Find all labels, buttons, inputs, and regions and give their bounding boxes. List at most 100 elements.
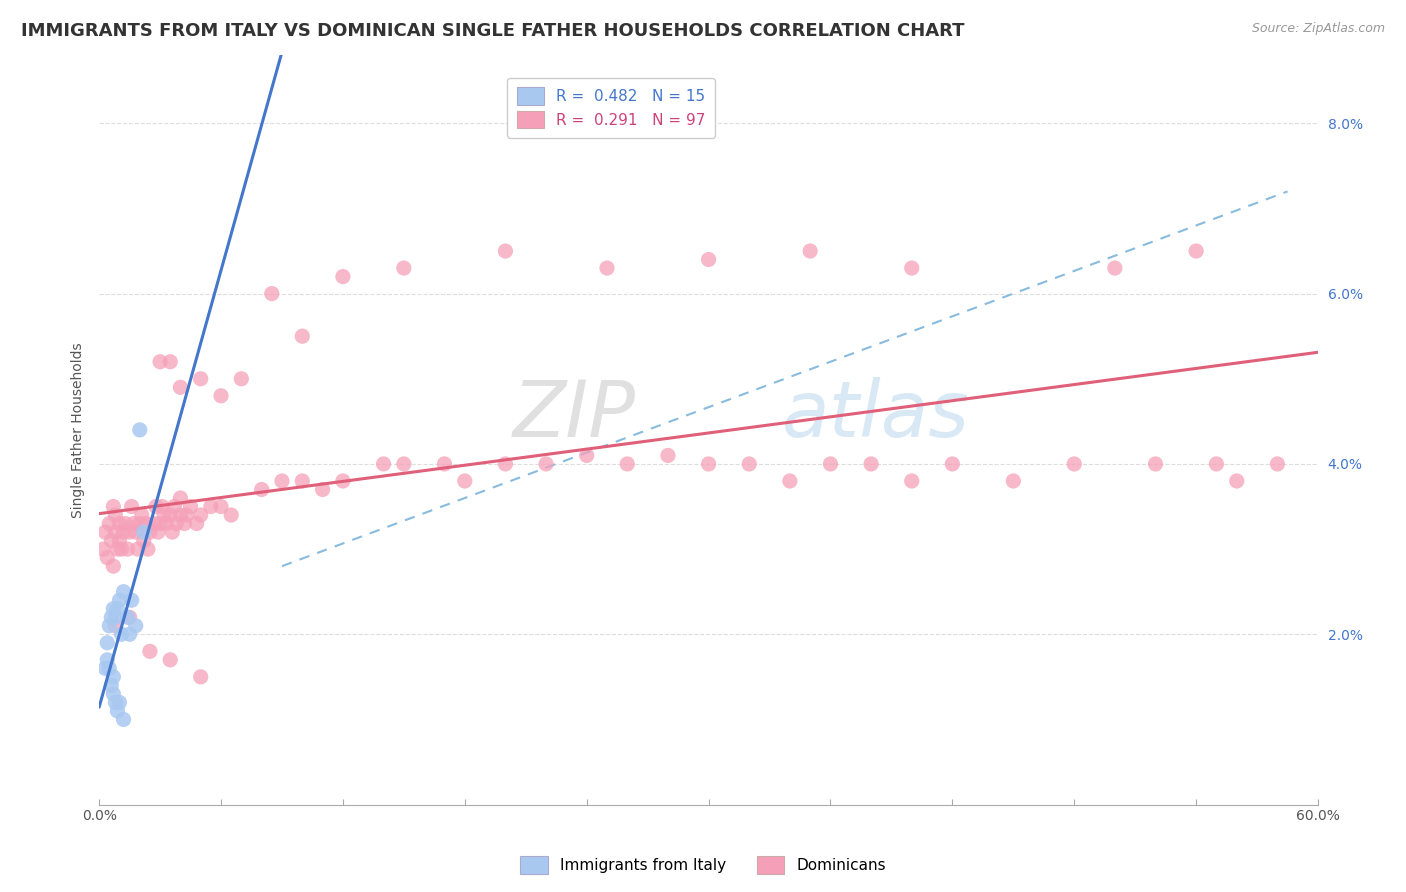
Point [779,474,801,488]
Point [159,508,181,522]
Point [494,244,516,258]
Point [145,500,167,514]
Point [173,516,195,531]
Point [128,516,150,531]
Point [110,627,132,641]
Point [107,704,129,718]
Point [1002,474,1025,488]
Point [104,525,127,540]
Point [941,457,963,471]
Point [136,542,159,557]
Point [169,491,191,505]
Point [231,372,253,386]
Point [110,542,132,557]
Point [94,661,117,675]
Point [392,261,415,276]
Point [103,500,125,514]
Point [125,619,148,633]
Point [127,542,149,557]
Point [209,389,232,403]
Point [697,252,720,267]
Point [104,508,127,522]
Point [1185,244,1208,258]
Legend: Immigrants from Italy, Dominicans: Immigrants from Italy, Dominicans [515,850,891,880]
Point [103,601,125,615]
Point [165,516,187,531]
Point [108,695,131,709]
Point [209,500,232,514]
Point [162,525,184,540]
Point [291,474,314,488]
Point [103,670,125,684]
Point [291,329,314,343]
Point [200,500,222,514]
Point [98,661,121,675]
Point [250,483,273,497]
Point [107,542,129,557]
Point [118,610,141,624]
Point [454,474,477,488]
Point [738,457,761,471]
Point [128,423,150,437]
Point [118,627,141,641]
Point [163,500,186,514]
Point [98,516,121,531]
Text: ZIP: ZIP [512,377,636,453]
Point [332,269,354,284]
Point [94,525,117,540]
Point [392,457,415,471]
Point [108,593,131,607]
Point [112,525,135,540]
Point [1226,474,1249,488]
Point [132,533,155,548]
Point [596,261,619,276]
Point [104,695,127,709]
Point [149,516,172,531]
Point [125,525,148,540]
Point [616,457,638,471]
Point [900,261,922,276]
Point [96,550,118,565]
Point [697,457,720,471]
Point [139,644,162,658]
Point [1104,261,1126,276]
Point [190,670,212,684]
Point [112,584,135,599]
Point [100,678,122,692]
Point [433,457,456,471]
Point [104,619,127,633]
Point [118,525,141,540]
Point [108,516,131,531]
Text: atlas: atlas [782,377,970,453]
Point [121,500,143,514]
Point [311,483,333,497]
Point [104,610,127,624]
Point [100,610,122,624]
Point [169,380,191,394]
Point [117,610,139,624]
Point [494,457,516,471]
Point [153,508,176,522]
Point [1063,457,1085,471]
Point [159,653,181,667]
Point [149,355,172,369]
Text: Source: ZipAtlas.com: Source: ZipAtlas.com [1251,22,1385,36]
Point [373,457,395,471]
Point [332,474,354,488]
Point [575,449,598,463]
Point [1267,457,1289,471]
Point [260,286,283,301]
Point [98,619,121,633]
Point [108,533,131,548]
Point [860,457,883,471]
Point [1205,457,1227,471]
Point [271,474,294,488]
Point [155,516,177,531]
Point [1144,457,1167,471]
Point [143,516,166,531]
Text: IMMIGRANTS FROM ITALY VS DOMINICAN SINGLE FATHER HOUSEHOLDS CORRELATION CHART: IMMIGRANTS FROM ITALY VS DOMINICAN SINGL… [21,22,965,40]
Point [180,500,202,514]
Point [190,508,212,522]
Point [190,372,212,386]
Point [96,636,118,650]
